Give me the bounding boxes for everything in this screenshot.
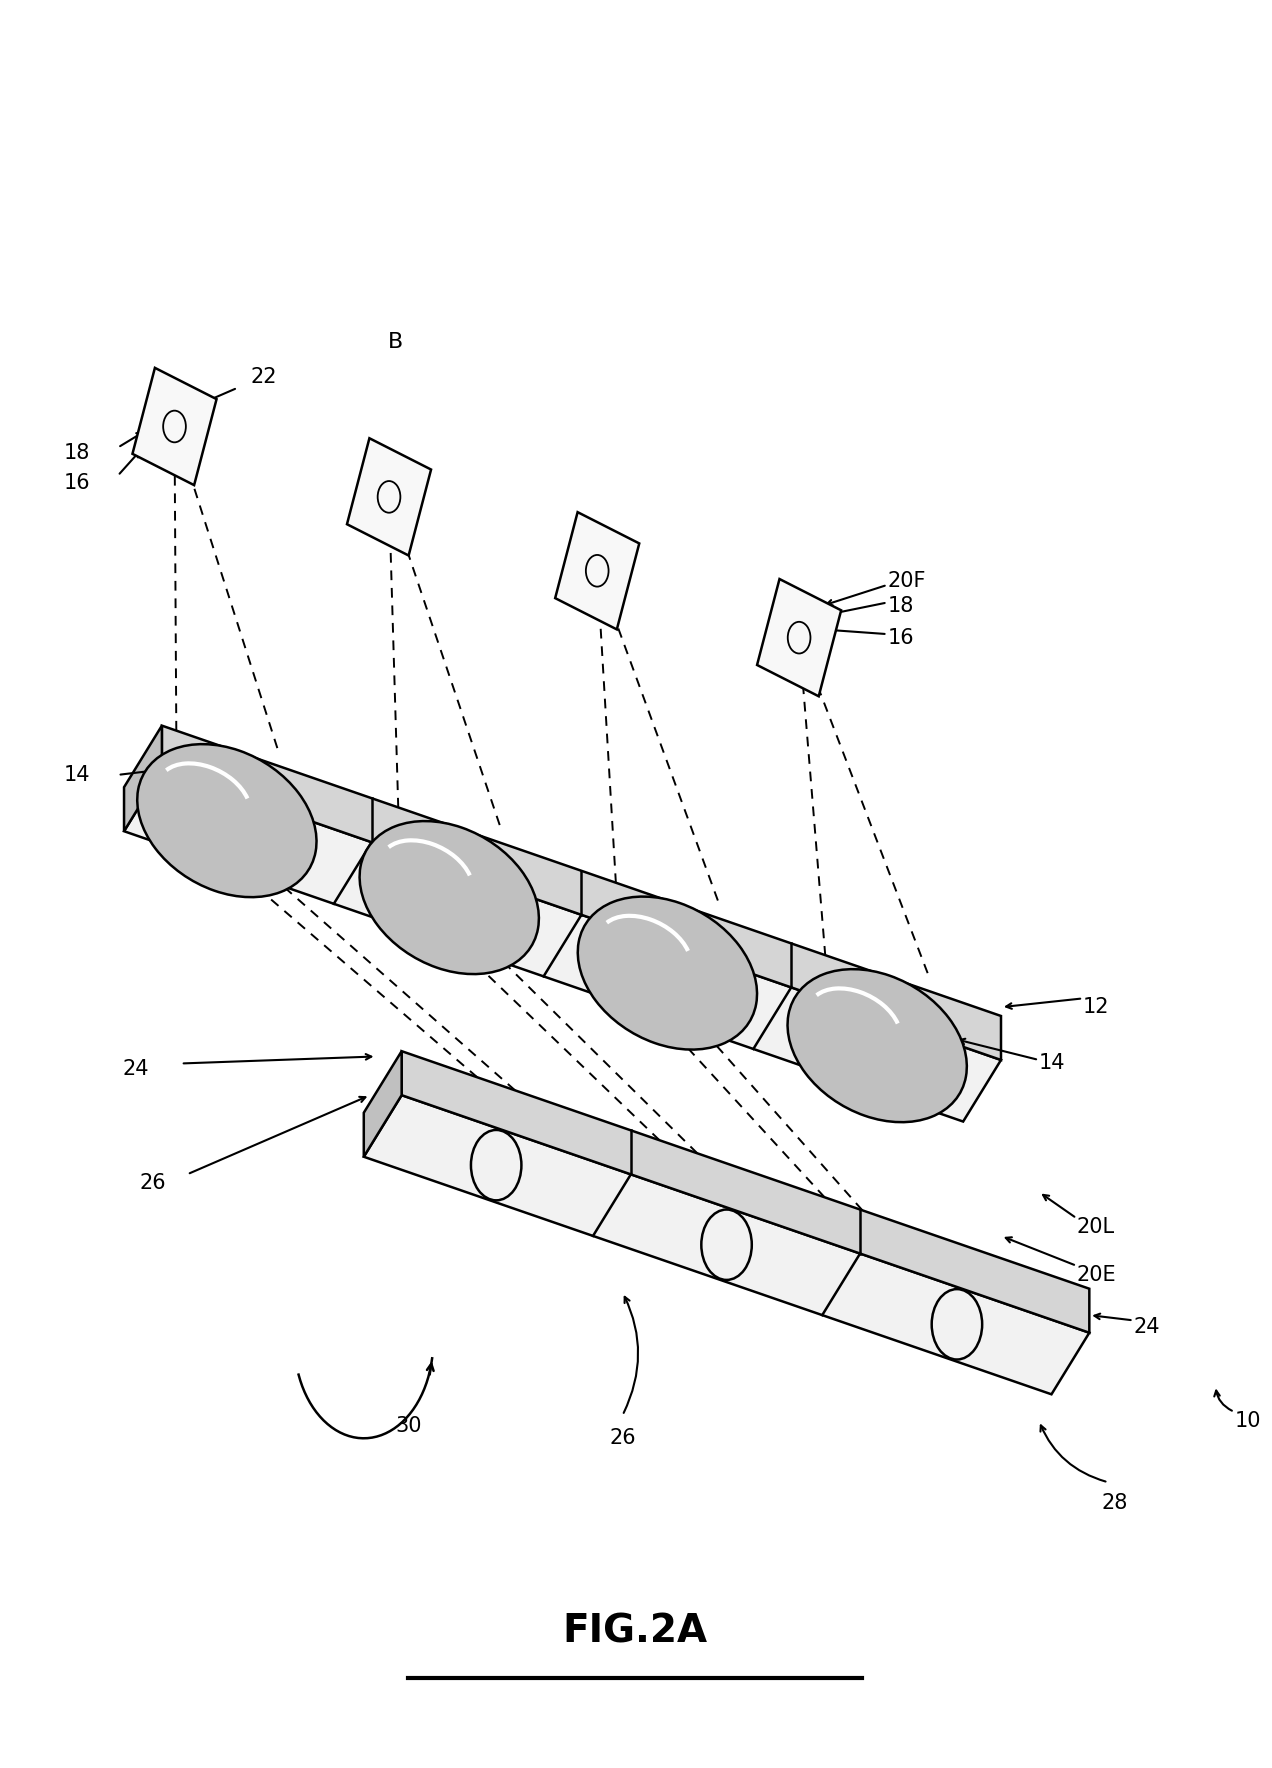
Text: 26: 26 [139, 1174, 165, 1193]
Text: 18: 18 [64, 442, 90, 463]
Ellipse shape [360, 820, 539, 974]
Polygon shape [132, 368, 216, 484]
Polygon shape [757, 578, 841, 697]
Text: 30: 30 [396, 1416, 422, 1436]
Ellipse shape [137, 744, 317, 896]
Text: 20E: 20E [1076, 1264, 1117, 1285]
Text: 24: 24 [123, 1059, 149, 1078]
Polygon shape [555, 513, 640, 629]
Text: 14: 14 [64, 766, 90, 785]
Polygon shape [125, 769, 1001, 1121]
Polygon shape [347, 438, 431, 555]
Text: 12: 12 [1082, 997, 1109, 1017]
Text: 16: 16 [888, 628, 915, 647]
Polygon shape [364, 1094, 1089, 1395]
Text: 22: 22 [251, 368, 277, 387]
Ellipse shape [787, 969, 967, 1123]
Text: B: B [388, 332, 403, 352]
Text: 24: 24 [1133, 1317, 1160, 1337]
Text: 28: 28 [1102, 1494, 1128, 1513]
Polygon shape [125, 725, 162, 831]
Text: 14: 14 [1039, 1054, 1066, 1073]
Polygon shape [402, 1052, 1089, 1333]
Text: 16: 16 [64, 472, 90, 493]
Polygon shape [364, 1052, 402, 1156]
Text: 26: 26 [609, 1429, 636, 1448]
Text: 20L: 20L [1076, 1216, 1114, 1238]
Ellipse shape [577, 896, 757, 1050]
Text: FIG.2A: FIG.2A [562, 1612, 707, 1651]
Text: 10: 10 [1234, 1411, 1261, 1430]
Text: 20F: 20F [888, 571, 926, 591]
Text: 18: 18 [888, 596, 913, 615]
Polygon shape [162, 725, 1001, 1061]
